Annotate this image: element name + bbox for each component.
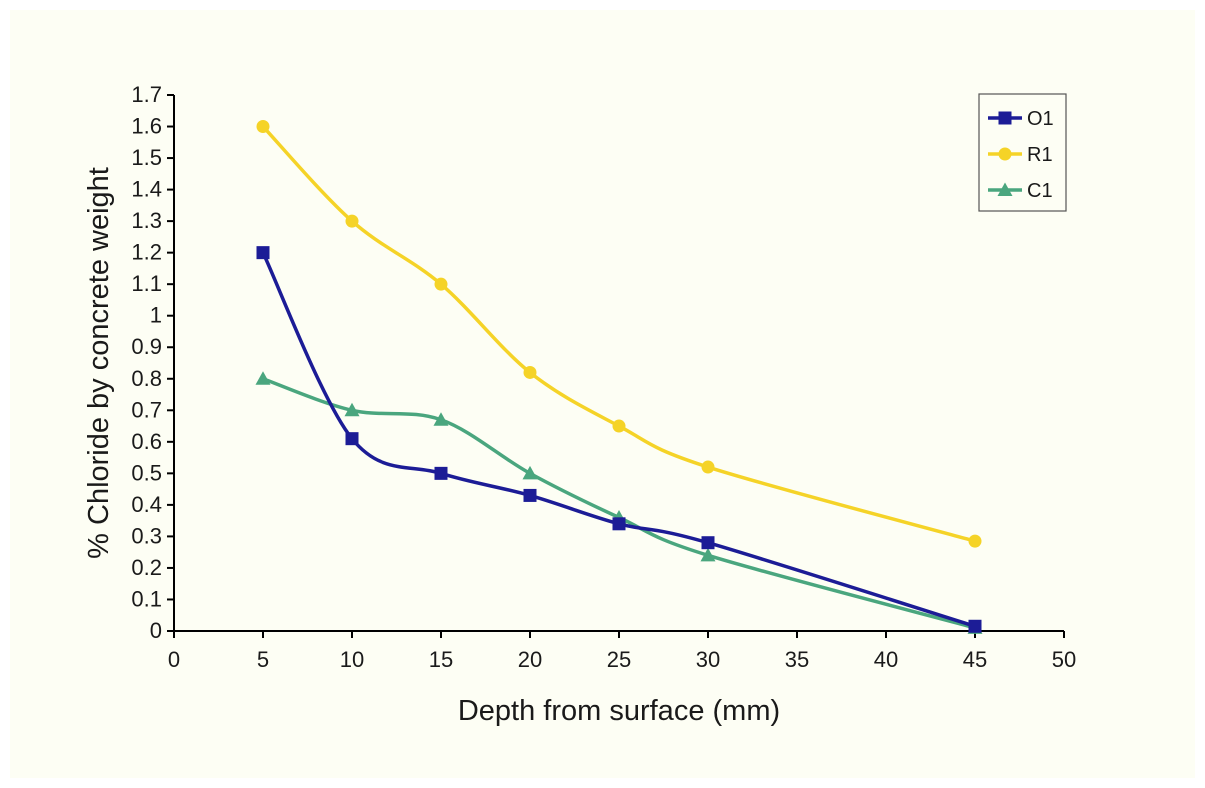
x-tick-label: 50	[1052, 647, 1076, 672]
y-tick-label: 1.7	[131, 82, 162, 107]
series-r1-point	[345, 214, 359, 228]
series-o1	[256, 246, 982, 633]
series-o1-point	[968, 619, 982, 633]
y-tick-label: 0	[150, 618, 162, 643]
x-tick-label: 0	[168, 647, 180, 672]
y-tick-label: 0.3	[131, 523, 162, 548]
x-tick-label: 20	[518, 647, 542, 672]
x-tick-label: 5	[257, 647, 269, 672]
y-axis-title: % Chloride by concrete weight	[83, 167, 115, 559]
legend-item-o1: O1	[988, 108, 1054, 130]
series-r1-point	[701, 460, 715, 474]
y-tick-label: 1.3	[131, 208, 162, 233]
y-tick-label: 0.2	[131, 555, 162, 580]
series-o1-point	[612, 517, 626, 531]
x-tick-label: 35	[785, 647, 809, 672]
series-o1-point	[523, 488, 537, 502]
x-tick-label: 10	[340, 647, 364, 672]
x-tick-label: 30	[696, 647, 720, 672]
series-r1-point	[612, 419, 626, 433]
legend-label: O1	[1027, 108, 1054, 130]
y-tick-label: 1.2	[131, 240, 162, 265]
series-r1-line	[261, 124, 977, 543]
series-layer	[255, 120, 983, 634]
series-c1-point	[255, 371, 271, 385]
series-o1-point	[701, 536, 715, 550]
y-tick-label: 0.4	[131, 492, 162, 517]
series-c1-point	[700, 547, 716, 562]
series-o1-line	[261, 250, 977, 629]
series-r1-point	[434, 277, 448, 291]
x-tick-label: 15	[429, 647, 453, 672]
y-tick-label: 1.6	[131, 114, 162, 139]
x-tick-label: 40	[874, 647, 898, 672]
y-tick-label: 1	[150, 303, 162, 328]
series-c1-point	[433, 412, 449, 426]
series-c1-point	[522, 465, 538, 480]
y-tick-label: 0.8	[131, 366, 162, 391]
series-c1-line	[261, 377, 977, 630]
y-tick-label: 1.5	[131, 145, 162, 170]
y-tick-label: 0.6	[131, 429, 162, 454]
y-tick-label: 0.7	[131, 397, 162, 422]
y-tick-label: 1.1	[131, 271, 162, 296]
series-r1-point	[256, 120, 270, 134]
y-tick-label: 1.4	[131, 177, 162, 202]
ticks: 0 0.1 0.2 0.3 0.4 0.5 0.6 0.7 0.8 0.9 1 1.1 1.2 1.3 1.…	[131, 82, 1076, 672]
series-o1-point	[256, 246, 270, 260]
series-o1-point	[434, 466, 448, 480]
series-c1-point	[344, 402, 360, 417]
legend-item-c1: C1	[988, 180, 1053, 202]
legend-label: C1	[1027, 180, 1053, 202]
legend-swatch-marker	[998, 111, 1012, 125]
chart-frame: 0 0.1 0.2 0.3 0.4 0.5 0.6 0.7 0.8 0.9 1 1.1 1.2 1.3 1.…	[10, 10, 1195, 778]
series-r1-point	[523, 365, 537, 379]
legend-swatch-marker	[997, 182, 1013, 196]
y-tick-label: 0.5	[131, 460, 162, 485]
x-tick-label: 25	[607, 647, 631, 672]
x-tick-label: 45	[963, 647, 987, 672]
y-tick-label: 0.9	[131, 334, 162, 359]
series-o1-point	[345, 432, 359, 446]
legend-item-r1: R1	[988, 144, 1053, 166]
legend-swatch-marker	[998, 147, 1012, 161]
line-chart: 0 0.1 0.2 0.3 0.4 0.5 0.6 0.7 0.8 0.9 1 1.1 1.2 1.3 1.…	[83, 82, 1076, 727]
x-axis-title: Depth from surface (mm)	[458, 695, 780, 727]
legend: O1 R1 C1	[978, 93, 1067, 212]
legend-label: R1	[1027, 144, 1053, 166]
series-r1	[256, 120, 982, 548]
y-tick-label: 0.1	[131, 586, 162, 611]
series-r1-point	[968, 534, 982, 548]
